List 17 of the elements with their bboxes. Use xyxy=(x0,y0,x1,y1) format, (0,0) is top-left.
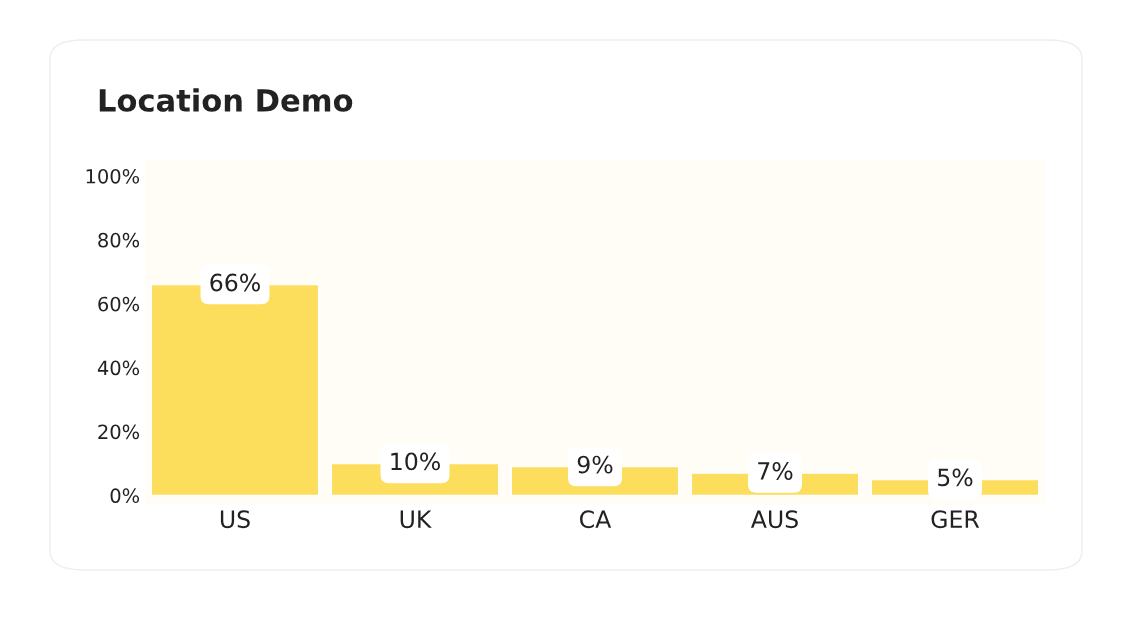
data-label: 7% xyxy=(758,462,793,480)
y-tick-label: 20% xyxy=(98,424,140,440)
y-tick-label: 60% xyxy=(98,296,140,312)
x-tick-label: CA xyxy=(580,510,612,529)
y-tick-label: 40% xyxy=(97,360,140,376)
x-tick-label: US xyxy=(220,510,250,529)
data-label: 9% xyxy=(577,455,613,474)
data-label: 5% xyxy=(938,468,973,487)
y-tick-label: 100% xyxy=(86,168,140,184)
chart-title: Location Demo xyxy=(99,88,353,112)
x-tick-label: AUS xyxy=(750,510,798,529)
data-label: 10% xyxy=(391,452,440,471)
x-tick-label: GER xyxy=(931,510,980,529)
y-tick-label: 80% xyxy=(98,232,140,248)
x-tick-label: UK xyxy=(400,510,432,529)
data-label: 66% xyxy=(210,273,260,292)
y-tick-label: 0% xyxy=(110,488,140,504)
